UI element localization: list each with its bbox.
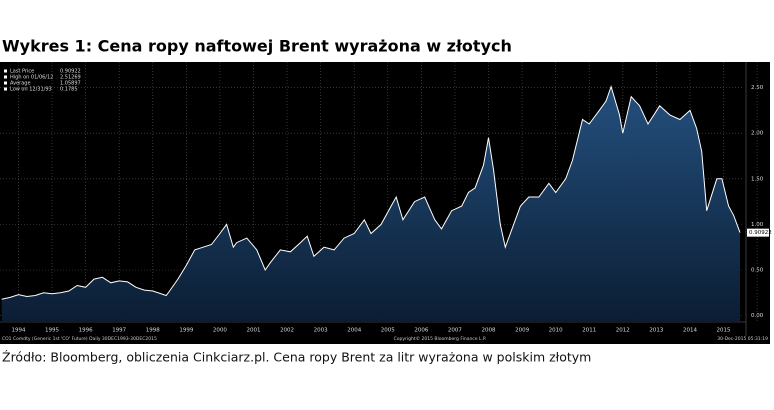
x-tick-label: 2006 <box>414 328 428 334</box>
y-tick-label: 0.00 <box>751 313 764 319</box>
x-tick-label: 2008 <box>482 328 496 334</box>
source: Źródło: Bloomberg, obliczenia Cinkciarz.… <box>2 350 591 365</box>
x-tick-label: 2012 <box>616 328 630 334</box>
legend-value: 2.51269 <box>60 75 81 81</box>
legend-label: Low on 12/31/93 <box>10 87 52 93</box>
x-tick-label: 1997 <box>112 328 126 334</box>
x-tick-label: 2011 <box>582 328 596 334</box>
footer-right: 30-Dec-2015 05:31:19 <box>717 336 768 342</box>
x-tick-label: 2007 <box>448 328 462 334</box>
x-tick-label: 2002 <box>280 328 294 334</box>
x-tick-label: 1994 <box>11 328 25 334</box>
x-tick-label: 1998 <box>146 328 160 334</box>
footer-left: CO1 Comdty (Generic 1st 'CO' Future) Dai… <box>2 336 157 342</box>
y-tick-label: 2.00 <box>751 131 764 137</box>
legend-swatch <box>4 81 7 85</box>
legend-label: Average <box>10 81 31 87</box>
legend-value: 1.05897 <box>60 81 81 87</box>
x-tick-label: 2005 <box>381 328 395 334</box>
legend-label: Last Price <box>10 69 34 75</box>
area <box>1 86 740 322</box>
x-tick-label: 2003 <box>314 328 328 334</box>
last-price-box <box>747 228 769 237</box>
x-tick-label: 1996 <box>79 328 93 334</box>
legend-label: High on 01/06/12 <box>10 75 53 81</box>
x-tick-label: 1995 <box>45 328 59 334</box>
x-tick-label: 2000 <box>213 328 227 334</box>
last-price-label: 0.90922 <box>749 230 772 236</box>
footer-center: Copyright© 2015 Bloomberg Finance L.P. <box>394 335 487 342</box>
legend-swatch <box>4 87 7 91</box>
x-tick-label: 1999 <box>179 328 193 334</box>
line <box>1 84 741 300</box>
y-tick-label: 0.50 <box>751 268 764 274</box>
legend-swatch <box>4 75 7 79</box>
x-tick-label: 2004 <box>347 328 361 334</box>
x-tick-label: 2001 <box>246 328 260 334</box>
legend-swatch <box>4 69 7 73</box>
x-tick-label: 2014 <box>683 328 697 334</box>
chart-title: Wykres 1: Cena ropy naftowej Brent wyraż… <box>2 37 512 56</box>
x-tick-label: 2013 <box>649 328 663 334</box>
x-tick-label: 2009 <box>515 328 529 334</box>
legend-value: 0.1785 <box>60 87 78 93</box>
legend-value: 0.90922 <box>60 69 81 75</box>
x-axis-labels: 1994 1995 1996 1997 1998 1999 2000 2001 2002 2003… <box>11 328 731 334</box>
x-tick-label: 2010 <box>549 328 563 334</box>
x-tick-label: 2015 <box>717 328 731 334</box>
y-tick-label: 2.50 <box>751 85 764 91</box>
